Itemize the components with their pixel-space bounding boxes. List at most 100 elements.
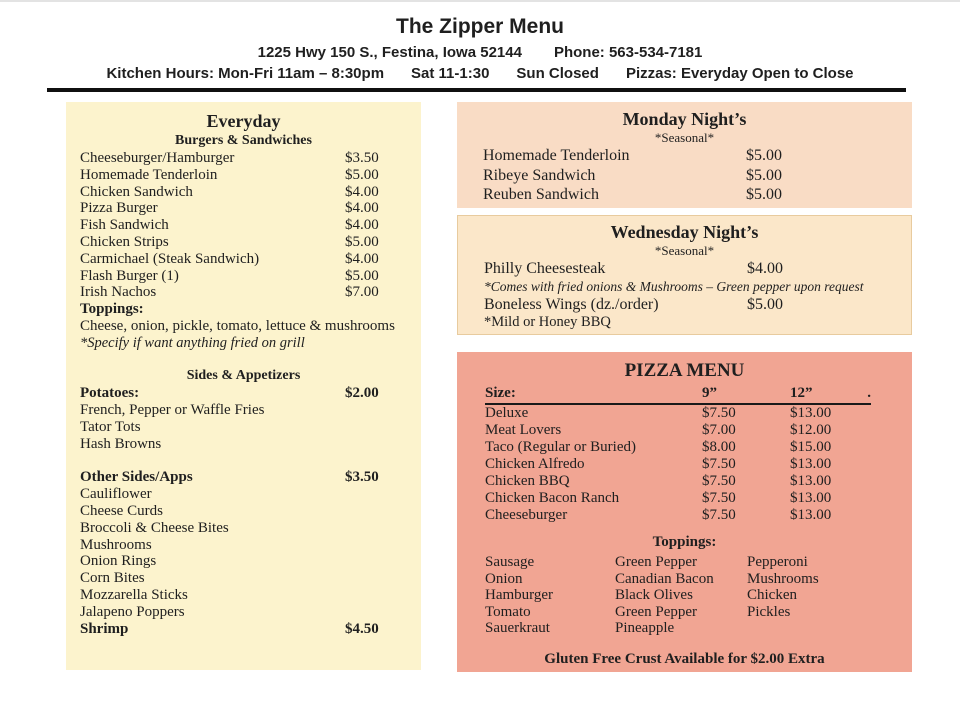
topping: Green Pepper: [615, 603, 698, 620]
sides-item: Onion Rings: [80, 553, 157, 570]
gluten-free-note: Gluten Free Crust Available for $2.00 Ex…: [544, 650, 825, 667]
item-name: Chicken Alfredo: [485, 456, 585, 472]
pizza-item-row: Taco (Regular or Buried) $8.00 $15.00: [485, 439, 884, 456]
price-9: $7.50: [702, 507, 736, 523]
sides-title: Sides & Appetizers: [186, 368, 301, 384]
item-name: Flash Burger (1): [80, 267, 179, 284]
menu-item-row: Ribeye Sandwich $5.00: [483, 166, 886, 186]
price-9: $7.50: [702, 473, 736, 489]
menu-item-row: Fish Sandwich $4.00: [80, 217, 407, 234]
menu-item-row: Cheeseburger/Hamburger $3.50: [80, 150, 407, 167]
menu-item-row: Flash Burger (1) $5.00: [80, 268, 407, 285]
topping: Onion: [485, 570, 523, 587]
spacer: [80, 452, 407, 469]
menu-item-row: Pizza Burger $4.00: [80, 200, 407, 217]
item-price: $4.00: [345, 217, 379, 234]
sides-group-row: Shrimp $4.50: [80, 621, 407, 638]
item-name: Cheeseburger: [485, 507, 568, 523]
item-price: $4.00: [345, 250, 379, 267]
price-12: $15.00: [790, 439, 832, 455]
monday-seasonal: *Seasonal*: [654, 130, 715, 145]
pizza-item-row: Deluxe $7.50 $13.00: [485, 405, 884, 422]
sides-item: Hash Browns: [80, 435, 162, 452]
item-name: Homemade Tenderloin: [483, 147, 630, 164]
wednesday-seasonal: *Seasonal*: [654, 243, 715, 258]
topping: Green Pepper: [615, 554, 698, 570]
menu-item-row: Chicken Sandwich $4.00: [80, 184, 407, 201]
header: The Zipper Menu 1225 Hwy 150 S., Festina…: [0, 14, 960, 83]
item-name: Fish Sandwich: [80, 217, 169, 234]
menu-item-row: Reuben Sandwich $5.00: [483, 185, 886, 205]
item-note: *Comes with fried onions & Mushrooms – G…: [484, 278, 864, 294]
burgers-subtitle: Burgers & Sandwiches: [175, 133, 312, 148]
sides-item: French, Pepper or Waffle Fries: [80, 402, 265, 419]
sides-item: Tator Tots: [80, 418, 141, 435]
group-label: Other Sides/Apps: [80, 469, 193, 486]
group-label: Potatoes:: [80, 385, 140, 402]
price-12: $13.00: [790, 456, 832, 472]
sat-hours: Sat 11-1:30: [411, 65, 490, 82]
item-name: Philly Cheesesteak: [484, 260, 606, 277]
sun-hours: Sun Closed: [516, 65, 599, 82]
monday-title: Monday Night’s: [622, 109, 747, 129]
toppings-column: Pepperoni Mushrooms Chicken Pickles: [747, 554, 884, 637]
hours-line: Kitchen Hours: Mon-Fri 11am – 8:30pm Sat…: [0, 65, 960, 83]
pizza-title: PIZZA MENU: [624, 360, 745, 381]
item-name: Chicken Bacon Ranch: [485, 490, 620, 506]
everyday-title: Everyday: [206, 111, 281, 131]
item-name: Chicken Strips: [80, 233, 169, 250]
topping: Mushrooms: [747, 570, 819, 587]
menu-item-row: Carmichael (Steak Sandwich) $4.00: [80, 251, 407, 268]
everyday-panel: Everyday Burgers & Sandwiches Cheeseburg…: [66, 102, 421, 670]
menu-item-row: Chicken Strips $5.00: [80, 234, 407, 251]
menu-item-row: Homemade Tenderloin $5.00: [80, 167, 407, 184]
pizza-item-row: Chicken Alfredo $7.50 $13.00: [485, 456, 884, 473]
wednesday-title: Wednesday Night’s: [610, 222, 759, 242]
menu-item-row: Boneless Wings (dz./order) $5.00: [484, 295, 885, 315]
menu-item-row: Irish Nachos $7.00: [80, 284, 407, 301]
topping: Hamburger: [485, 587, 554, 604]
monday-panel: Monday Night’s *Seasonal* Homemade Tende…: [457, 102, 912, 208]
item-price: $7.00: [345, 284, 379, 301]
sides-item: Cheese Curds: [80, 503, 163, 520]
price-9: $7.50: [702, 490, 736, 506]
group-price: $3.50: [345, 469, 379, 486]
wednesday-panel: Wednesday Night’s *Seasonal* Philly Chee…: [457, 215, 912, 335]
sides-group-row: Other Sides/Apps $3.50: [80, 469, 407, 486]
group-price: $4.50: [345, 620, 379, 637]
sides-group-row: Potatoes: $2.00: [80, 385, 407, 402]
size-9-header: 9”: [702, 385, 717, 401]
size-label: Size:: [485, 385, 516, 401]
menu-item-row: Philly Cheesesteak $4.00: [484, 259, 885, 279]
item-name: Meat Lovers: [485, 422, 562, 438]
address-text: 1225 Hwy 150 S., Festina, Iowa 52144: [257, 44, 522, 61]
item-price: $4.00: [345, 200, 379, 217]
topping: Sausage: [485, 554, 535, 570]
pizza-toppings-label: Toppings:: [652, 534, 717, 550]
toppings-column: Sausage Onion Hamburger Tomato Sauerkrau…: [485, 554, 615, 637]
item-name: Ribeye Sandwich: [483, 166, 596, 184]
sides-item: Broccoli & Cheese Bites: [80, 519, 229, 536]
item-name: Boneless Wings (dz./order): [484, 295, 659, 313]
item-name: Irish Nachos: [80, 284, 157, 301]
group-label: Shrimp: [80, 620, 129, 637]
sides-item: Mushrooms: [80, 536, 152, 553]
item-name: Taco (Regular or Buried): [485, 439, 636, 455]
topping: Tomato: [485, 603, 531, 620]
pizza-item-row: Cheeseburger $7.50 $13.00: [485, 507, 884, 524]
sides-item: Cauliflower: [80, 486, 152, 503]
grill-note: *Specify if want anything fried on grill: [80, 334, 305, 351]
item-name: Pizza Burger: [80, 200, 158, 217]
pizza-toppings-columns: Sausage Onion Hamburger Tomato Sauerkrau…: [485, 554, 884, 637]
page-title: The Zipper Menu: [396, 15, 564, 38]
item-price: $5.00: [747, 295, 783, 313]
price-9: $7.00: [702, 422, 736, 438]
item-price: $5.00: [746, 186, 782, 203]
item-price: $5.00: [345, 267, 379, 284]
group-price: $2.00: [345, 385, 379, 402]
sides-item: Mozzarella Sticks: [80, 587, 188, 604]
price-9: $7.50: [702, 456, 736, 472]
item-price: $5.00: [746, 166, 782, 184]
price-12: $13.00: [790, 473, 832, 489]
